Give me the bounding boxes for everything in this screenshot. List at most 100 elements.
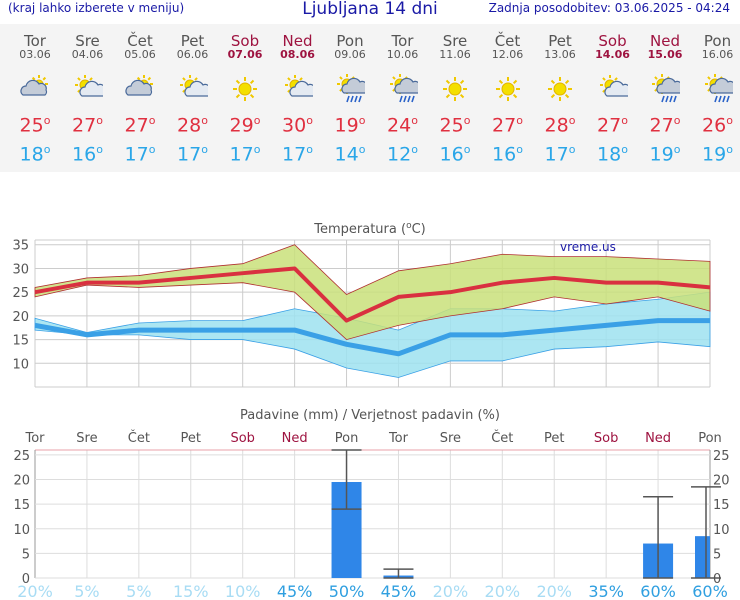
degree-symbol: o <box>621 114 628 127</box>
day-name: Pet <box>180 32 205 50</box>
day-date: 04.06 <box>71 48 104 61</box>
y-tick-label-left: 20 <box>13 474 30 489</box>
max-temp-range-band <box>34 244 711 341</box>
temp-max: 27o <box>639 114 691 136</box>
day-name: Tor <box>391 32 414 50</box>
y-tick-label: 35 <box>12 239 29 254</box>
degree-symbol: o <box>411 143 418 156</box>
y-tick-label-right: 5 <box>713 547 721 562</box>
precip-probability: 45% <box>277 582 313 600</box>
y-tick-label-left: 15 <box>13 498 30 513</box>
precip-probability: 20% <box>485 582 521 600</box>
degree-symbol: o <box>253 143 261 156</box>
day-date: 03.06 <box>19 48 51 61</box>
y-tick-label: 20 <box>12 310 29 325</box>
degree-symbol: o <box>621 143 628 156</box>
day-name: Sre <box>75 32 100 50</box>
temp-max: 25o <box>9 114 61 136</box>
temp-min: 17o <box>219 143 271 165</box>
days-forecast-panel: Tor 03.06 25o 18o Sre 04.06 27o 16o Čet 05.06 27o 1… <box>0 24 740 172</box>
temp-min-value: 16 <box>439 143 464 166</box>
temp-min-value: 18 <box>19 143 44 166</box>
precip-probability: 20% <box>433 582 469 600</box>
temp-min-value: 14 <box>334 143 359 166</box>
precip-probability: 20% <box>17 582 53 600</box>
temp-max-value: 28 <box>177 114 202 137</box>
sun-cloud-icon <box>74 75 103 97</box>
day-date: 12.06 <box>491 48 524 61</box>
precip-probability: 10% <box>225 582 261 600</box>
precip-probability: 45% <box>381 582 417 600</box>
degree-symbol: o <box>43 114 51 127</box>
watermark: vreme.us <box>560 240 616 254</box>
degree-symbol: o <box>463 114 471 127</box>
temp-max-value: 27 <box>597 114 622 137</box>
y-tick-label-left: 25 <box>13 449 30 464</box>
temp-max: 27o <box>587 114 639 136</box>
precip-probability: 5% <box>74 582 99 600</box>
day-name: Čet <box>127 32 153 50</box>
temp-max: 27o <box>62 114 114 136</box>
temp-max-value: 30 <box>282 114 307 137</box>
temp-max-value: 26 <box>702 114 727 137</box>
degree-symbol: o <box>148 143 156 156</box>
x-tick-label: Čet <box>128 430 150 446</box>
temp-max: 28o <box>534 114 586 136</box>
precip-probability: 60% <box>640 582 676 600</box>
temp-max-value: 29 <box>229 114 254 137</box>
x-tick-label: Pon <box>698 431 722 446</box>
sun-cloud-icon <box>179 75 208 97</box>
y-tick-label-right: 15 <box>713 498 730 513</box>
degree-symbol: o <box>96 143 103 156</box>
temp-min-value: 19 <box>702 143 727 166</box>
degree-symbol: o <box>43 143 51 156</box>
sun-icon <box>495 77 520 101</box>
temp-min-value: 12 <box>387 143 412 166</box>
temp-min-value: 19 <box>649 143 674 166</box>
day-name: Sob <box>598 32 627 50</box>
sun-icon <box>233 77 257 101</box>
y-tick-label-right: 25 <box>713 449 730 464</box>
temp-min-value: 17 <box>282 143 307 166</box>
x-tick-label: Sre <box>76 431 97 446</box>
precip-chart-title: Padavine (mm) / Verjetnost padavin (%) <box>240 408 500 423</box>
temp-min-value: 17 <box>229 143 254 166</box>
temp-min-value: 16 <box>72 143 97 166</box>
y-tick-label-right: 0 <box>713 572 721 587</box>
temp-max: 25o <box>429 114 481 136</box>
temp-max-value: 27 <box>492 114 517 137</box>
day-date: 07.06 <box>227 48 263 61</box>
temp-max-value: 28 <box>544 114 569 137</box>
degree-symbol: o <box>411 114 418 127</box>
header-left-note[interactable]: (kraj lahko izberete v meniju) <box>8 1 185 15</box>
day-name: Pon <box>336 32 364 50</box>
degree-symbol: o <box>358 143 366 156</box>
last-update: Zadnja posodobitev: 03.06.2025 - 04:24 <box>488 1 730 15</box>
day-date: 10.06 <box>386 48 419 61</box>
temp-min: 19o <box>639 143 691 165</box>
day-name: Sre <box>442 32 468 50</box>
sun-rain-icon <box>652 74 680 103</box>
y-tick-label: 30 <box>12 262 29 277</box>
degree-symbol: o <box>673 114 681 127</box>
temp-max: 19o <box>324 114 376 136</box>
degree-symbol: o <box>673 143 681 156</box>
sun-cloud-icon <box>599 75 628 97</box>
degree-symbol: o <box>406 221 412 231</box>
temp-min: 17o <box>114 143 166 165</box>
day-name: Ned <box>650 32 680 50</box>
precip-probability: 20% <box>536 582 572 600</box>
y-tick-label-left: 5 <box>22 547 30 562</box>
sun-icon <box>443 77 467 101</box>
temp-max: 30o <box>272 114 324 136</box>
y-tick-label: 25 <box>12 286 29 301</box>
temp-min: 12o <box>377 143 429 165</box>
degree-symbol: o <box>201 114 208 127</box>
max-temp-line <box>34 266 711 323</box>
temp-max-value: 25 <box>439 114 464 137</box>
precip-probability: 35% <box>588 582 624 600</box>
precip-bar <box>695 536 710 578</box>
temp-max-value: 19 <box>334 114 359 137</box>
day-name: Ned <box>282 32 313 50</box>
temp-min: 19o <box>692 143 740 165</box>
